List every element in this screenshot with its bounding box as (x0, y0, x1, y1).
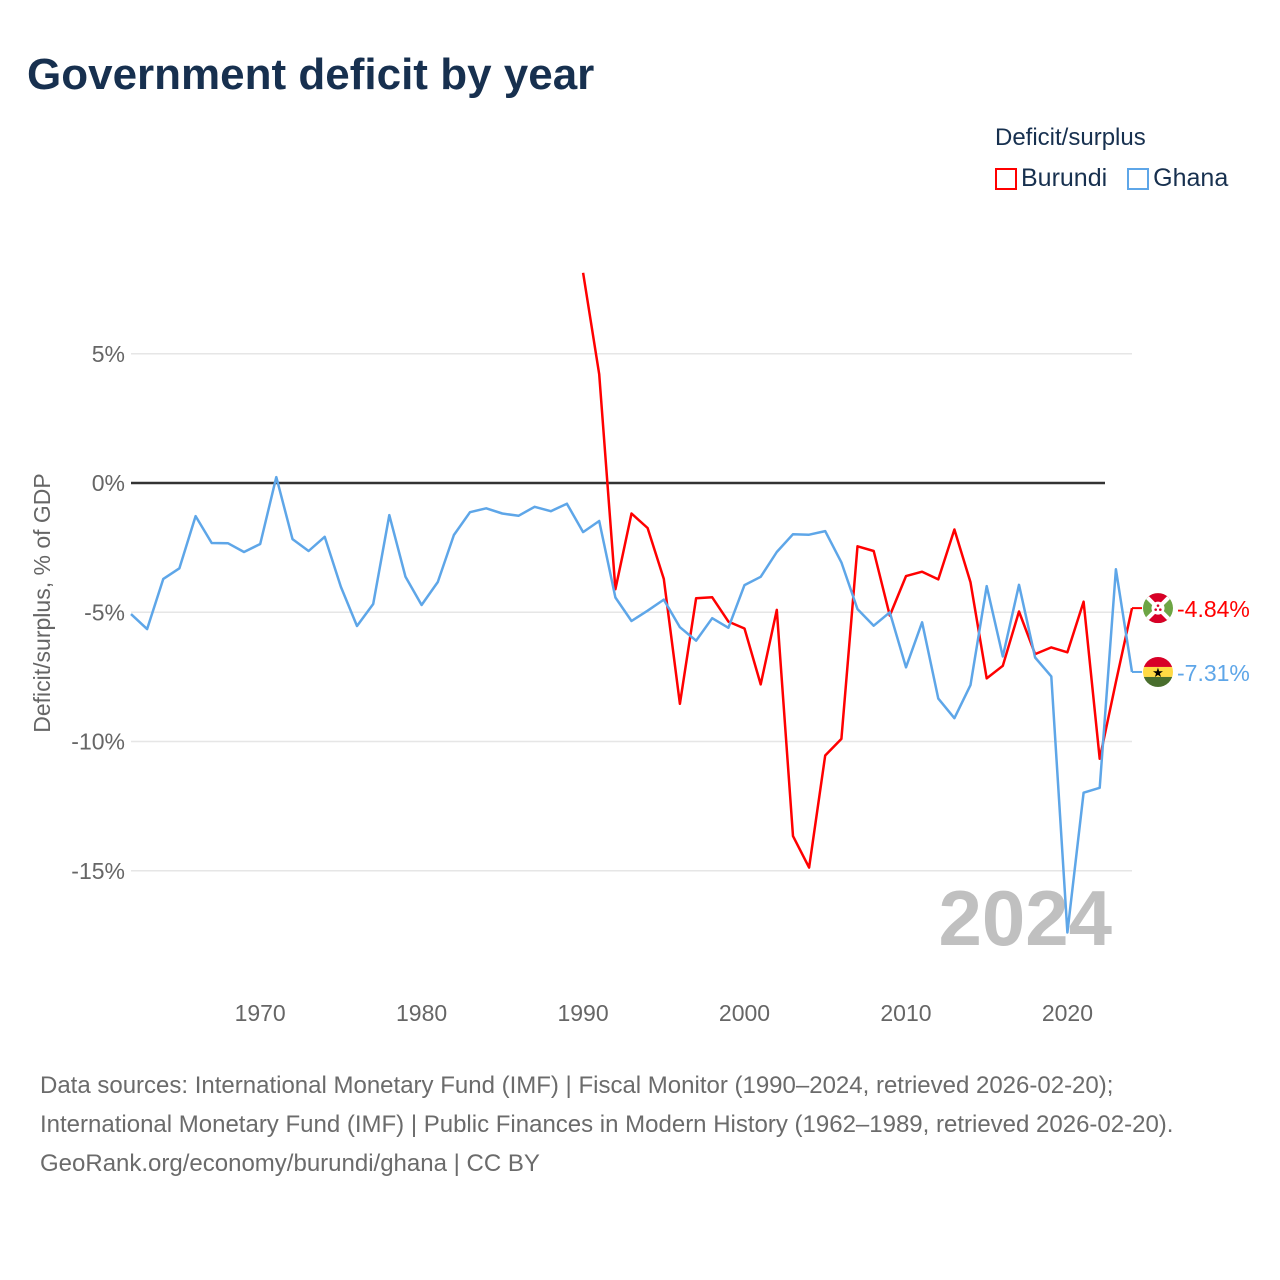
end-value-label: -4.84% (1177, 596, 1250, 622)
chart-title: Government deficit by year (27, 50, 595, 99)
series-line-burundi (581, 272, 1134, 869)
x-tick-label: 2000 (719, 1000, 770, 1026)
y-tick-label: 0% (92, 470, 125, 496)
legend-swatch-burundi (995, 167, 1017, 190)
burundi-flag-icon (1143, 593, 1173, 624)
x-tick-label: 1990 (557, 1000, 608, 1026)
year-label: 2024 (938, 874, 1112, 962)
x-tick-label: 1980 (396, 1000, 447, 1026)
data-sources: Data sources: International Monetary Fun… (40, 1072, 1174, 1138)
x-tick-label: 1970 (235, 1000, 286, 1026)
svg-text:★: ★ (1152, 665, 1164, 680)
legend: Deficit/surplus Burundi Ghana (995, 124, 1228, 193)
credit-link[interactable]: GeoRank.org/economy/burundi/ghana | CC B… (40, 1150, 540, 1177)
x-tick-label: 2020 (1042, 1000, 1093, 1026)
legend-label: Burundi (1021, 164, 1108, 192)
y-axis-label: Deficit/surplus, % of GDP (29, 473, 55, 732)
legend-title: Deficit/surplus (995, 124, 1146, 151)
legend-swatch-ghana (1127, 167, 1150, 190)
line-chart: 2024 5% 0% -5% -10% -15% 1970 1980 1990 2000 2010 2… (29, 272, 1250, 1026)
end-value-label: -7.31% (1177, 660, 1250, 686)
footer: Data sources: International Monetary Fun… (40, 1066, 1240, 1183)
y-tick-label: 5% (92, 341, 125, 367)
series-line-ghana (130, 475, 1134, 934)
y-tick-label: -15% (71, 858, 125, 884)
legend-item-ghana[interactable]: Ghana (1127, 164, 1228, 193)
x-tick-label: 2010 (880, 1000, 931, 1026)
y-tick-label: -5% (84, 599, 125, 625)
ghana-flag-icon: ★ (1143, 656, 1173, 687)
legend-label: Ghana (1153, 164, 1229, 192)
y-tick-label: -10% (71, 729, 125, 755)
legend-item-burundi[interactable]: Burundi (995, 164, 1107, 193)
